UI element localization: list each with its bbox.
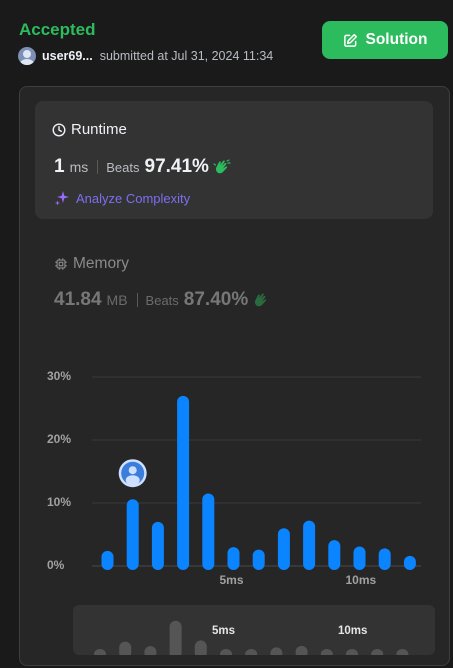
your-submission-avatar-icon[interactable] bbox=[118, 459, 147, 488]
memory-unit: MB bbox=[106, 292, 128, 308]
chart-canvas bbox=[92, 376, 421, 570]
y-tick-label: 30% bbox=[47, 369, 72, 383]
runtime-card[interactable]: Runtime 1 ms Beats 97.41% Analyze Comple… bbox=[35, 101, 433, 219]
distribution-bar[interactable] bbox=[378, 548, 391, 570]
minimap-bar bbox=[270, 647, 283, 655]
analyze-complexity-link[interactable]: Analyze Complexity bbox=[54, 190, 190, 206]
clapping-hands-icon bbox=[255, 293, 267, 307]
y-tick-label: 20% bbox=[47, 432, 72, 446]
chart-range-minimap[interactable]: 5ms 10ms bbox=[73, 605, 435, 655]
memory-title: Memory bbox=[54, 255, 129, 273]
submitted-timestamp: submitted at Jul 31, 2024 11:34 bbox=[99, 49, 274, 63]
username-link[interactable]: user69... bbox=[42, 49, 93, 63]
y-tick-label: 10% bbox=[47, 495, 72, 509]
divider bbox=[136, 293, 138, 307]
distribution-bar[interactable] bbox=[328, 540, 341, 570]
status-label: Accepted bbox=[19, 20, 96, 39]
runtime-metrics: 1 ms Beats 97.41% bbox=[54, 156, 231, 178]
distribution-bar[interactable] bbox=[403, 555, 416, 570]
memory-metrics: 41.84 MB Beats 87.40% bbox=[54, 289, 270, 311]
distribution-bar[interactable] bbox=[252, 549, 265, 570]
distribution-bar[interactable] bbox=[126, 499, 139, 570]
memory-value: 41.84 bbox=[54, 289, 102, 310]
solution-button-label: Solution bbox=[365, 31, 428, 48]
distribution-bar[interactable] bbox=[227, 547, 240, 570]
memory-beats-value: 87.40% bbox=[183, 289, 249, 310]
minimap-bar bbox=[295, 645, 308, 655]
clapping-hands-icon bbox=[213, 159, 231, 174]
submission-header: Accepted user69... submitted at Jul 31, … bbox=[18, 18, 453, 78]
minimap-canvas bbox=[94, 620, 409, 655]
minimap-x-tick-label: 10ms bbox=[338, 625, 368, 637]
solution-button[interactable]: Solution bbox=[322, 21, 448, 59]
minimap-bar bbox=[220, 649, 232, 655]
clock-icon bbox=[52, 123, 66, 136]
minimap-bar bbox=[94, 649, 106, 655]
distribution-bar[interactable] bbox=[277, 528, 290, 570]
minimap-bar bbox=[144, 646, 157, 655]
x-tick-label: 10ms bbox=[345, 573, 377, 587]
submission-info: user69... submitted at Jul 31, 2024 11:3… bbox=[18, 47, 273, 65]
minimap-x-tick-label: 5ms bbox=[212, 625, 236, 637]
minimap-bar bbox=[396, 649, 409, 655]
runtime-value: 1 bbox=[54, 156, 65, 177]
minimap-bar bbox=[119, 641, 132, 655]
distribution-bar[interactable] bbox=[202, 493, 215, 570]
memory-title-label: Memory bbox=[73, 255, 129, 272]
distribution-bar[interactable] bbox=[177, 395, 190, 570]
result-panel: Runtime 1 ms Beats 97.41% Analyze Comple… bbox=[19, 86, 450, 666]
distribution-bar[interactable] bbox=[303, 520, 316, 570]
minimap-bar bbox=[320, 649, 333, 655]
minimap-bar bbox=[194, 640, 207, 655]
y-tick-label: 0% bbox=[47, 558, 65, 572]
edit-icon bbox=[343, 33, 357, 47]
memory-beats-label: Beats bbox=[145, 293, 179, 308]
distribution-bar[interactable] bbox=[151, 521, 164, 570]
runtime-beats-label: Beats bbox=[106, 160, 140, 175]
runtime-beats-value: 97.41% bbox=[144, 156, 209, 177]
minimap-bar bbox=[346, 649, 358, 655]
divider bbox=[97, 160, 99, 174]
x-tick-label: 5ms bbox=[219, 573, 244, 587]
chip-icon bbox=[55, 258, 67, 270]
runtime-title-label: Runtime bbox=[71, 121, 127, 138]
runtime-distribution-chart: 30% 20% 10% 0% 5ms 10ms bbox=[20, 357, 449, 597]
runtime-title: Runtime bbox=[52, 121, 127, 138]
memory-card[interactable]: Memory 41.84 MB Beats 87.40% bbox=[35, 243, 433, 313]
analyze-complexity-label: Analyze Complexity bbox=[76, 190, 191, 206]
distribution-bar[interactable] bbox=[101, 550, 114, 570]
sparkle-icon bbox=[55, 191, 69, 206]
distribution-bar[interactable] bbox=[353, 546, 366, 570]
minimap-bar bbox=[169, 620, 182, 655]
user-avatar[interactable] bbox=[18, 47, 36, 65]
minimap-bar bbox=[245, 649, 258, 655]
minimap-bar bbox=[371, 649, 384, 655]
runtime-unit: ms bbox=[69, 159, 89, 175]
